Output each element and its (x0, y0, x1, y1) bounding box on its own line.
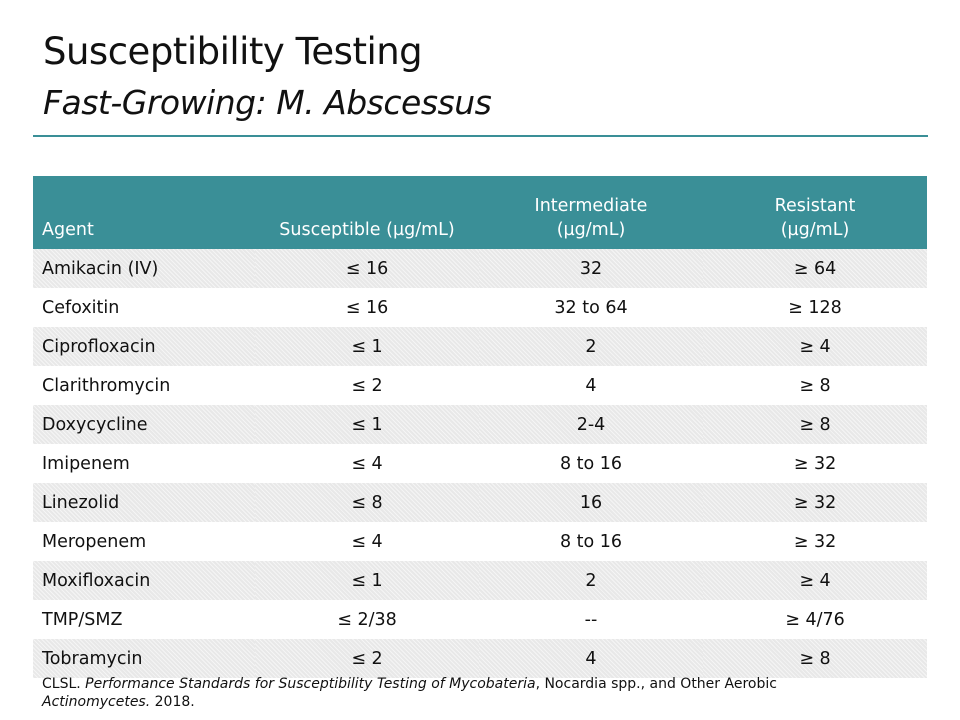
header-agent: Agent (33, 176, 255, 249)
slide-subtitle: Fast-Growing: M. Abscessus (43, 83, 492, 122)
resistant-cell: ≥ 128 (703, 288, 927, 327)
agent-cell: Cefoxitin (33, 288, 255, 327)
agent-cell: Meropenem (33, 522, 255, 561)
agent-cell: Amikacin (IV) (33, 249, 255, 288)
resistant-cell: ≥ 8 (703, 639, 927, 678)
agent-cell: Imipenem (33, 444, 255, 483)
resistant-cell: ≥ 64 (703, 249, 927, 288)
resistant-cell: ≥ 4 (703, 327, 927, 366)
susceptible-cell: ≤ 16 (255, 288, 479, 327)
susceptible-cell: ≤ 2/38 (255, 600, 479, 639)
citation-title-part2: Actinomycetes. (42, 694, 151, 710)
table-row: TMP/SMZ ≤ 2/38 -- ≥ 4/76 (33, 600, 927, 639)
intermediate-cell: -- (479, 600, 703, 639)
table-row: Linezolid ≤ 8 16 ≥ 32 (33, 483, 927, 522)
header-resistant-line2: (µg/mL) (780, 220, 850, 240)
susceptible-cell: ≤ 2 (255, 366, 479, 405)
citation-year: 2018. (154, 694, 195, 710)
title-divider (33, 135, 928, 137)
intermediate-cell: 8 to 16 (479, 522, 703, 561)
intermediate-cell: 8 to 16 (479, 444, 703, 483)
table-row: Ciprofloxacin ≤ 1 2 ≥ 4 (33, 327, 927, 366)
header-resistant: Resistant (µg/mL) (703, 176, 927, 249)
intermediate-cell: 2 (479, 327, 703, 366)
resistant-cell: ≥ 32 (703, 483, 927, 522)
susceptible-cell: ≤ 16 (255, 249, 479, 288)
table-row: Doxycycline ≤ 1 2-4 ≥ 8 (33, 405, 927, 444)
susceptible-cell: ≤ 4 (255, 444, 479, 483)
intermediate-cell: 2 (479, 561, 703, 600)
slide-title: Susceptibility Testing (43, 30, 423, 73)
resistant-cell: ≥ 8 (703, 366, 927, 405)
agent-cell: Clarithromycin (33, 366, 255, 405)
agent-cell: Ciprofloxacin (33, 327, 255, 366)
citation-prefix: CLSL. (42, 676, 81, 692)
agent-cell: Doxycycline (33, 405, 255, 444)
agent-cell: Linezolid (33, 483, 255, 522)
citation-title-part1: Performance Standards for Susceptibility… (85, 676, 536, 692)
agent-cell: Moxifloxacin (33, 561, 255, 600)
header-intermediate: Intermediate (µg/mL) (479, 176, 703, 249)
resistant-cell: ≥ 4 (703, 561, 927, 600)
resistant-cell: ≥ 4/76 (703, 600, 927, 639)
susceptible-cell: ≤ 1 (255, 327, 479, 366)
intermediate-cell: 2-4 (479, 405, 703, 444)
susceptible-cell: ≤ 1 (255, 405, 479, 444)
header-intermediate-line2: (µg/mL) (556, 220, 626, 240)
susceptible-cell: ≤ 4 (255, 522, 479, 561)
table-row: Meropenem ≤ 4 8 to 16 ≥ 32 (33, 522, 927, 561)
agent-cell: TMP/SMZ (33, 600, 255, 639)
resistant-cell: ≥ 8 (703, 405, 927, 444)
table-row: Imipenem ≤ 4 8 to 16 ≥ 32 (33, 444, 927, 483)
table-row: Cefoxitin ≤ 16 32 to 64 ≥ 128 (33, 288, 927, 327)
table-row: Amikacin (IV) ≤ 16 32 ≥ 64 (33, 249, 927, 288)
intermediate-cell: 32 to 64 (479, 288, 703, 327)
resistant-cell: ≥ 32 (703, 522, 927, 561)
susceptible-cell: ≤ 8 (255, 483, 479, 522)
susceptible-cell: ≤ 1 (255, 561, 479, 600)
table-header-row: Agent Susceptible (µg/mL) Intermediate (µ… (33, 176, 927, 249)
header-intermediate-line1: Intermediate (534, 196, 648, 216)
intermediate-cell: 4 (479, 366, 703, 405)
table-row: Moxifloxacin ≤ 1 2 ≥ 4 (33, 561, 927, 600)
resistant-cell: ≥ 32 (703, 444, 927, 483)
agent-cell: Tobramycin (33, 639, 255, 678)
intermediate-cell: 4 (479, 639, 703, 678)
intermediate-cell: 32 (479, 249, 703, 288)
header-resistant-line1: Resistant (774, 196, 856, 216)
table-row: Clarithromycin ≤ 2 4 ≥ 8 (33, 366, 927, 405)
intermediate-cell: 16 (479, 483, 703, 522)
citation-middle: , Nocardia spp., and Other Aerobic (535, 676, 777, 692)
citation: CLSL. Performance Standards for Suscepti… (42, 675, 922, 711)
susceptibility-table: Agent Susceptible (µg/mL) Intermediate (µ… (33, 176, 927, 678)
header-susceptible: Susceptible (µg/mL) (255, 176, 479, 249)
table-row: Tobramycin ≤ 2 4 ≥ 8 (33, 639, 927, 678)
susceptible-cell: ≤ 2 (255, 639, 479, 678)
